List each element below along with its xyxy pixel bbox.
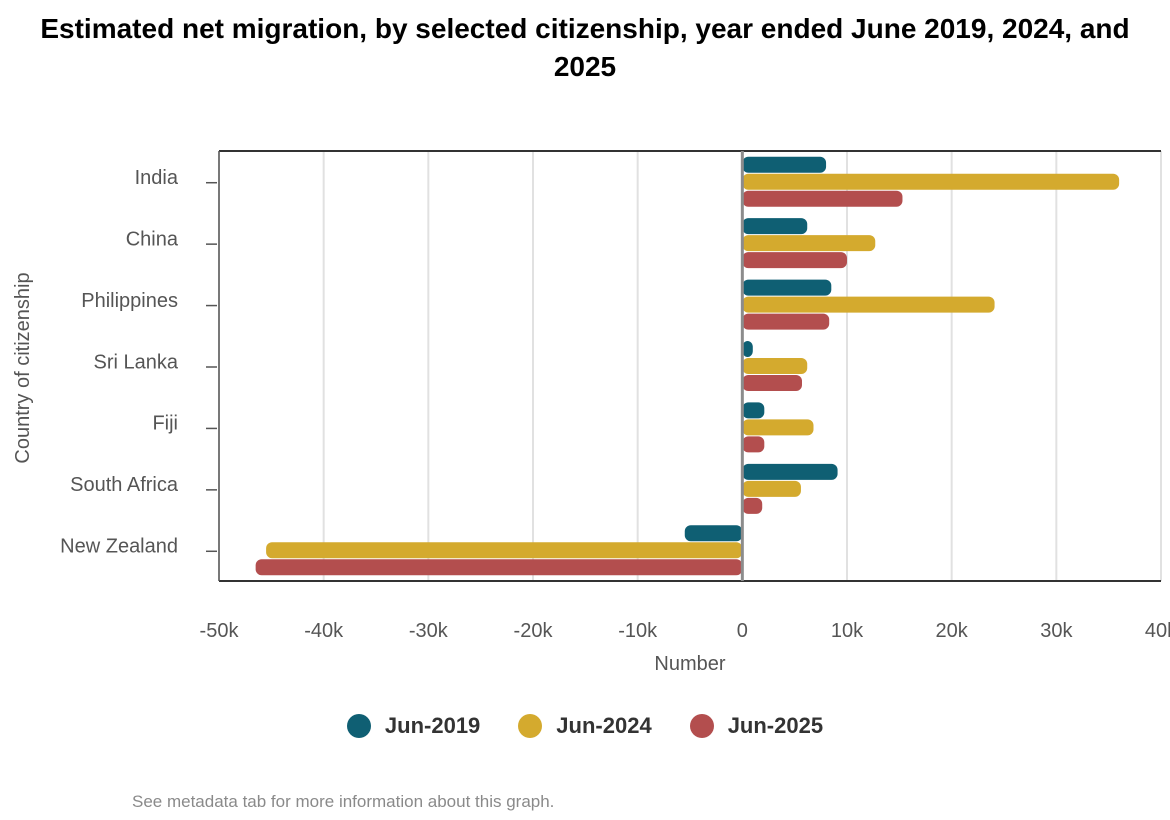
- legend-label: Jun-2024: [556, 713, 652, 738]
- bar-south-africa-jun-2019: [742, 463, 838, 480]
- y-tick-label: Sri Lanka: [94, 351, 179, 373]
- y-tick-label: South Africa: [70, 474, 179, 496]
- bar-sri-lanka-jun-2024: [742, 358, 808, 374]
- x-tick-label: 30k: [1040, 620, 1073, 642]
- x-tick-label: -40k: [304, 620, 344, 642]
- footnote: See metadata tab for more information ab…: [132, 792, 555, 811]
- legend-swatch: [689, 714, 714, 738]
- bar-philippines-jun-2024: [742, 296, 995, 313]
- legend-item-jun-2024[interactable]: Jun-2024: [518, 713, 652, 739]
- bar-fiji-jun-2019: [742, 402, 765, 419]
- chart-title: Estimated net migration, by selected cit…: [40, 13, 1130, 82]
- bar-philippines-jun-2019: [742, 279, 832, 296]
- y-tick-label: Fiji: [152, 413, 178, 435]
- legend: Jun-2019 Jun-2024 Jun-2025: [0, 713, 1170, 739]
- bar-south-africa-jun-2025: [742, 497, 763, 514]
- legend-swatch: [346, 714, 371, 738]
- bar-philippines-jun-2025: [742, 313, 830, 330]
- y-tick-label: New Zealand: [60, 536, 178, 558]
- x-tick-label: -20k: [514, 620, 554, 642]
- legend-label: Jun-2025: [727, 713, 824, 738]
- legend-label: Jun-2019: [384, 713, 481, 738]
- gridlines: [218, 151, 1162, 581]
- bar-sri-lanka-jun-2019: [742, 341, 753, 357]
- legend-item-jun-2019[interactable]: Jun-2019: [346, 713, 481, 739]
- bar-south-africa-jun-2024: [742, 480, 801, 497]
- x-tick-label: -50k: [200, 620, 240, 642]
- bar-fiji-jun-2025: [742, 436, 765, 453]
- x-tick-label: 0: [737, 620, 748, 642]
- x-tick-label: -10k: [618, 620, 658, 642]
- bar-fiji-jun-2024: [742, 419, 814, 436]
- bars: [255, 156, 1120, 576]
- x-axis-title: Number: [654, 653, 725, 675]
- bar-china-jun-2024: [742, 235, 876, 252]
- bar-sri-lanka-jun-2025: [742, 375, 802, 391]
- bar-india-jun-2019: [742, 156, 827, 173]
- legend-swatch: [518, 714, 543, 738]
- x-tick-label: 40k: [1145, 620, 1170, 642]
- y-axis-title: Country of citizenship: [12, 272, 34, 463]
- bar-new-zealand-jun-2025: [255, 559, 743, 576]
- x-tick-label: 10k: [831, 620, 864, 642]
- y-tick-label: Philippines: [81, 290, 178, 312]
- bar-chart: -50k -40k -30k -20k -10k 0 10k 20k 30k 40k India C…: [12, 150, 1170, 675]
- legend-item-jun-2025[interactable]: Jun-2025: [689, 713, 824, 739]
- x-tick-label: 20k: [936, 620, 969, 642]
- bar-new-zealand-jun-2019: [684, 525, 743, 542]
- bar-new-zealand-jun-2024: [266, 542, 743, 559]
- bar-china-jun-2019: [742, 218, 808, 235]
- axes: [218, 150, 1161, 582]
- x-tick-labels: -50k -40k -30k -20k -10k 0 10k 20k 30k 40k: [200, 620, 1170, 642]
- bar-india-jun-2025: [742, 190, 903, 207]
- y-tick-labels: India China Philippines Sri Lanka Fiji South …: [60, 167, 217, 558]
- bar-china-jun-2025: [742, 252, 847, 269]
- bar-india-jun-2024: [742, 173, 1120, 190]
- x-tick-label: -30k: [409, 620, 449, 642]
- y-tick-label: China: [126, 228, 179, 250]
- y-tick-label: India: [135, 167, 179, 189]
